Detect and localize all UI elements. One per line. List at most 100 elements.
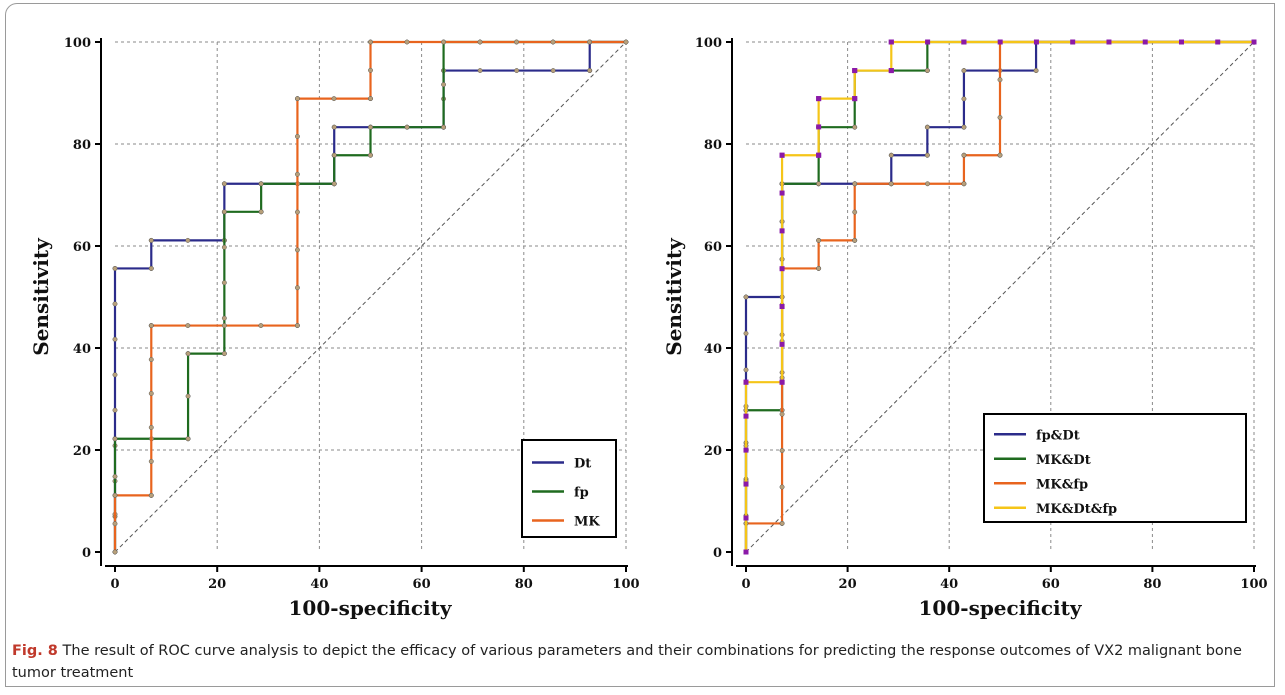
data-point xyxy=(888,39,894,45)
y-tick-label: 80 xyxy=(73,138,91,153)
data-point xyxy=(294,285,300,291)
data-point xyxy=(852,181,858,187)
data-point xyxy=(743,379,749,385)
legend-box xyxy=(521,439,617,538)
data-point xyxy=(112,301,118,307)
x-tick-label: 0 xyxy=(110,577,119,592)
y-axis-label: Sensitivity xyxy=(29,237,53,356)
x-tick-label: 20 xyxy=(839,577,857,592)
legend-label: MK xyxy=(574,515,600,530)
series-MK&Dt&fp xyxy=(743,39,1257,555)
legend-label: MK&Dt&fp xyxy=(1036,502,1117,517)
data-point xyxy=(258,181,264,187)
x-tick-label: 60 xyxy=(1042,577,1060,592)
data-point xyxy=(368,152,373,158)
y-tick-label: 80 xyxy=(704,138,722,153)
data-point xyxy=(743,367,749,373)
data-point xyxy=(112,407,118,413)
data-point xyxy=(368,67,373,73)
data-point xyxy=(185,351,191,357)
data-point xyxy=(925,39,931,45)
data-point xyxy=(587,68,593,74)
data-point xyxy=(1251,39,1257,45)
data-point xyxy=(404,39,410,45)
x-tick-label: 0 xyxy=(741,577,750,592)
series-line xyxy=(744,40,1254,552)
data-point xyxy=(924,124,930,130)
data-point xyxy=(294,247,300,253)
data-point xyxy=(779,152,785,158)
data-point xyxy=(221,315,227,321)
data-point xyxy=(587,39,592,45)
data-point xyxy=(779,520,785,526)
data-point xyxy=(112,265,118,271)
series-fp xyxy=(112,39,629,555)
y-tick-label: 20 xyxy=(704,444,722,459)
data-point xyxy=(1178,39,1184,45)
data-point xyxy=(148,323,154,329)
data-point xyxy=(924,68,930,74)
x-tick-label: 100 xyxy=(1240,577,1267,592)
data-point xyxy=(816,152,822,158)
data-point xyxy=(514,39,519,45)
data-point xyxy=(441,39,446,45)
data-point xyxy=(148,425,154,430)
figure-frame xyxy=(5,3,1275,687)
data-point xyxy=(743,447,749,453)
data-point xyxy=(368,124,373,130)
roc-chart-left: 0 20 40 60 80 100 0 20 40 60 80 100 100-specificity S… xyxy=(29,36,640,620)
data-point xyxy=(148,265,154,271)
y-tick-label: 40 xyxy=(73,342,91,357)
data-point xyxy=(852,237,858,243)
data-point xyxy=(779,448,785,454)
data-point xyxy=(623,39,629,45)
legend-box xyxy=(983,413,1247,523)
data-point xyxy=(185,237,191,243)
data-point xyxy=(997,77,1003,83)
series-MK xyxy=(112,39,629,555)
legend-label: Dt xyxy=(574,457,591,472)
legend-label: fp xyxy=(574,486,589,501)
data-point xyxy=(743,330,749,336)
y-tick-label: 0 xyxy=(82,546,91,561)
legend-label: MK&Dt xyxy=(1036,453,1091,468)
data-point xyxy=(404,124,410,130)
data-point xyxy=(331,181,337,187)
grid xyxy=(115,41,627,552)
data-point xyxy=(441,124,447,130)
data-point xyxy=(961,152,967,158)
data-point xyxy=(852,124,858,130)
data-point xyxy=(368,39,373,45)
data-point xyxy=(961,68,967,74)
data-point xyxy=(368,96,373,102)
data-point xyxy=(743,413,749,419)
data-point xyxy=(779,379,785,385)
data-point xyxy=(1106,39,1112,45)
data-point xyxy=(148,492,154,498)
data-point xyxy=(743,549,749,555)
data-point xyxy=(221,209,227,215)
data-point xyxy=(997,115,1003,120)
data-point xyxy=(258,323,264,329)
x-tick-label: 40 xyxy=(940,577,958,592)
x-tick-label: 40 xyxy=(310,577,328,592)
data-point xyxy=(550,39,556,45)
data-point xyxy=(743,294,749,300)
data-point xyxy=(779,484,785,490)
data-point xyxy=(961,96,967,102)
data-point xyxy=(112,436,118,442)
legend: fp&Dt MK&Dt MK&fp MK&Dt&fp xyxy=(983,413,1247,523)
data-point xyxy=(148,237,154,243)
data-point xyxy=(185,323,191,329)
data-point xyxy=(221,181,227,187)
y-tick-label: 100 xyxy=(695,36,722,51)
data-point xyxy=(779,190,785,196)
data-point xyxy=(779,411,785,417)
data-point xyxy=(112,474,118,479)
data-point xyxy=(112,492,118,498)
y-tick-label: 40 xyxy=(704,342,722,357)
data-point xyxy=(816,96,822,102)
reference-diagonal xyxy=(745,41,1255,553)
x-tick-label: 80 xyxy=(1143,577,1161,592)
data-point xyxy=(294,96,300,102)
